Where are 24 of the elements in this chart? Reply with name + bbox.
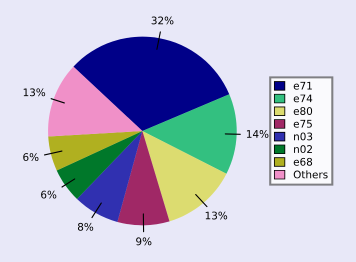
legend-label: e75 bbox=[294, 120, 312, 128]
data-label: 8% bbox=[78, 222, 94, 231]
legend-label: e74 bbox=[294, 94, 312, 102]
data-label: 13% bbox=[206, 212, 228, 220]
legend-label: Others bbox=[294, 170, 328, 178]
data-label: 6% bbox=[41, 190, 56, 199]
data-label: 13% bbox=[24, 88, 46, 96]
legend-label: e68 bbox=[294, 158, 312, 166]
pie-slice bbox=[117, 131, 170, 226]
data-label: 14% bbox=[246, 130, 268, 138]
data-label: 6% bbox=[23, 153, 38, 162]
data-label: 9% bbox=[136, 237, 152, 246]
legend-label: n03 bbox=[294, 132, 312, 140]
legend-label: e80 bbox=[294, 107, 312, 115]
pie-slice bbox=[142, 94, 237, 174]
pie-slice bbox=[73, 36, 230, 131]
pie-slice bbox=[56, 131, 142, 199]
data-label: 32% bbox=[152, 16, 174, 24]
legend-label: e71 bbox=[294, 82, 312, 90]
pie-slice bbox=[142, 131, 226, 222]
pie-slice bbox=[77, 131, 142, 222]
pie-slice bbox=[48, 66, 142, 136]
legend-label: n02 bbox=[294, 145, 312, 154]
pie-slice bbox=[48, 131, 142, 170]
